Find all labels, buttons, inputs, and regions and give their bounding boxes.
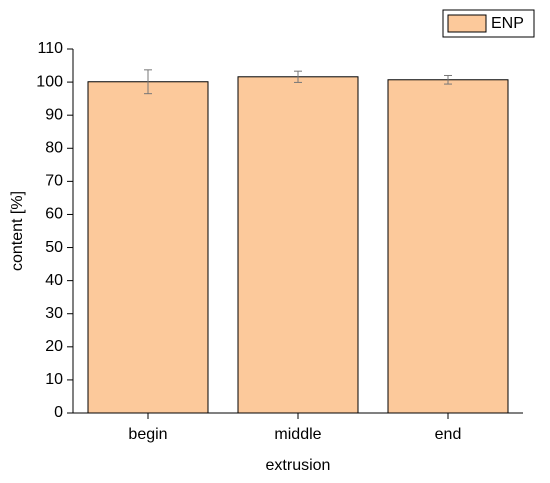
y-tick-label: 70	[45, 173, 63, 190]
y-axis-label: content [%]	[9, 191, 26, 271]
y-tick-label: 0	[54, 404, 63, 421]
y-tick-label: 110	[37, 40, 63, 57]
legend-label: ENP	[491, 15, 524, 32]
y-tick-label: 40	[45, 272, 63, 289]
y-tick-label: 80	[45, 139, 63, 156]
y-tick-label: 10	[45, 371, 63, 388]
bar	[237, 76, 359, 414]
y-tick-label: 100	[36, 73, 63, 90]
x-tick-label: middle	[274, 426, 321, 443]
x-tick-label: begin	[128, 426, 167, 443]
y-tick-label: 50	[45, 239, 63, 256]
error-bar	[444, 74, 452, 85]
bar	[387, 79, 509, 414]
x-axis-label: extrusion	[266, 457, 331, 474]
x-tick-label: end	[435, 426, 462, 443]
error-bar	[294, 70, 302, 83]
error-bar	[144, 69, 152, 95]
y-tick-label: 90	[45, 106, 63, 123]
y-tick-label: 30	[45, 305, 63, 322]
legend-swatch	[447, 14, 487, 33]
bar	[87, 81, 209, 414]
y-tick-label: 20	[45, 338, 63, 355]
y-tick-label: 60	[45, 206, 63, 223]
